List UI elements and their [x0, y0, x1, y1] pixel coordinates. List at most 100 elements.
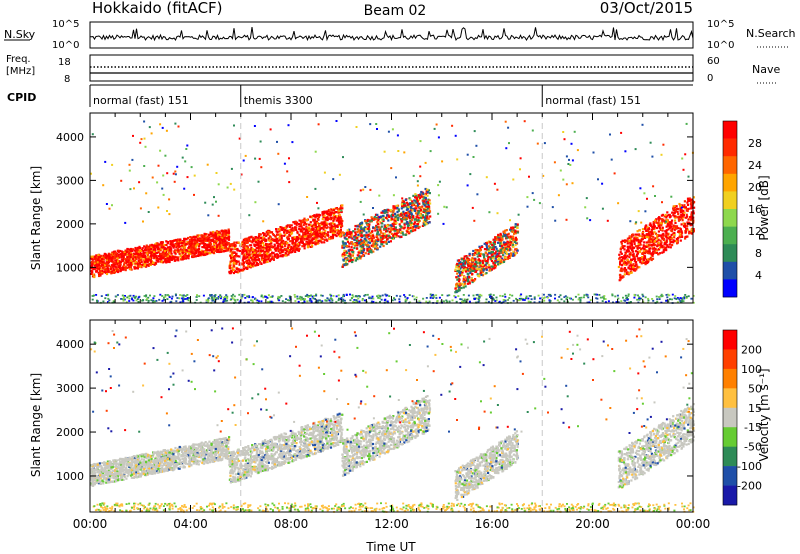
data-point — [397, 230, 400, 233]
data-point — [152, 257, 155, 260]
data-point — [262, 232, 265, 235]
data-point — [397, 208, 400, 211]
data-point — [665, 246, 668, 249]
data-point — [172, 243, 175, 246]
data-point — [463, 281, 466, 284]
data-point — [492, 262, 495, 265]
data-point — [665, 215, 668, 219]
data-point — [238, 270, 241, 273]
data-point — [655, 226, 659, 230]
data-point — [681, 219, 684, 222]
data-point — [391, 222, 394, 226]
data-point — [377, 219, 380, 222]
data-point — [204, 239, 207, 242]
data-point — [325, 222, 328, 225]
data-point — [636, 250, 639, 253]
data-point — [350, 260, 354, 264]
data-point — [374, 229, 377, 232]
data-point — [626, 259, 629, 262]
data-point — [367, 227, 370, 230]
data-point — [683, 200, 686, 203]
data-point — [688, 221, 691, 224]
data-point — [385, 235, 388, 238]
data-point — [654, 243, 657, 246]
data-point — [222, 234, 225, 237]
data-point — [219, 237, 222, 241]
data-point — [173, 257, 176, 260]
data-point — [97, 268, 100, 271]
data-point — [168, 248, 171, 251]
data-point — [140, 263, 143, 267]
data-point — [112, 264, 115, 267]
cpid-segment-label: normal (fast) 151 — [545, 94, 641, 107]
data-point — [410, 218, 414, 222]
data-point — [403, 214, 406, 217]
data-point — [218, 231, 221, 234]
data-point — [263, 261, 266, 264]
data-point — [644, 236, 647, 239]
data-point — [303, 238, 306, 241]
data-point — [503, 243, 506, 246]
data-point — [392, 225, 395, 228]
data-point — [220, 250, 223, 253]
data-point — [124, 253, 127, 256]
data-point — [150, 248, 153, 251]
data-point — [102, 254, 105, 257]
data-point — [331, 230, 334, 233]
data-point — [344, 245, 347, 248]
data-point — [476, 255, 479, 258]
data-point — [665, 236, 668, 239]
data-point — [250, 236, 253, 239]
data-point — [653, 231, 656, 234]
data-point — [191, 247, 194, 250]
data-point — [250, 264, 253, 267]
data-point — [136, 246, 140, 249]
data-point — [332, 231, 335, 234]
data-point — [424, 197, 427, 200]
data-point — [144, 257, 147, 261]
data-point — [632, 257, 635, 260]
data-point — [681, 215, 684, 218]
data-point — [628, 256, 631, 259]
data-point — [225, 237, 228, 240]
data-point — [265, 234, 268, 237]
data-point — [310, 233, 313, 236]
data-point — [341, 224, 344, 227]
data-point — [339, 215, 342, 219]
data-point — [477, 274, 480, 277]
data-point — [295, 226, 298, 229]
data-point — [412, 226, 415, 229]
data-point — [262, 244, 265, 247]
data-point — [323, 238, 327, 241]
data-point — [103, 265, 106, 268]
data-point — [197, 248, 201, 251]
data-point — [124, 252, 127, 255]
data-point — [275, 228, 278, 231]
data-point — [393, 212, 397, 215]
data-point — [624, 239, 627, 242]
data-point — [418, 225, 421, 228]
data-point — [278, 228, 281, 231]
data-point — [497, 241, 500, 244]
data-point — [483, 248, 487, 251]
data-point — [652, 242, 655, 245]
data-point — [292, 229, 295, 232]
data-point — [404, 198, 407, 201]
data-point — [102, 260, 105, 263]
data-point — [233, 251, 236, 254]
data-point — [684, 231, 687, 234]
data-point — [279, 239, 282, 242]
data-point — [255, 238, 259, 241]
data-point — [117, 254, 120, 257]
data-point — [649, 222, 652, 225]
data-point — [313, 231, 316, 234]
data-point — [182, 244, 185, 247]
data-point — [367, 245, 370, 248]
data-point — [157, 247, 160, 251]
data-point — [335, 211, 338, 214]
data-point — [380, 240, 383, 243]
data-point — [427, 198, 430, 201]
data-point — [126, 257, 129, 260]
data-point — [501, 261, 504, 264]
data-point — [688, 232, 691, 235]
